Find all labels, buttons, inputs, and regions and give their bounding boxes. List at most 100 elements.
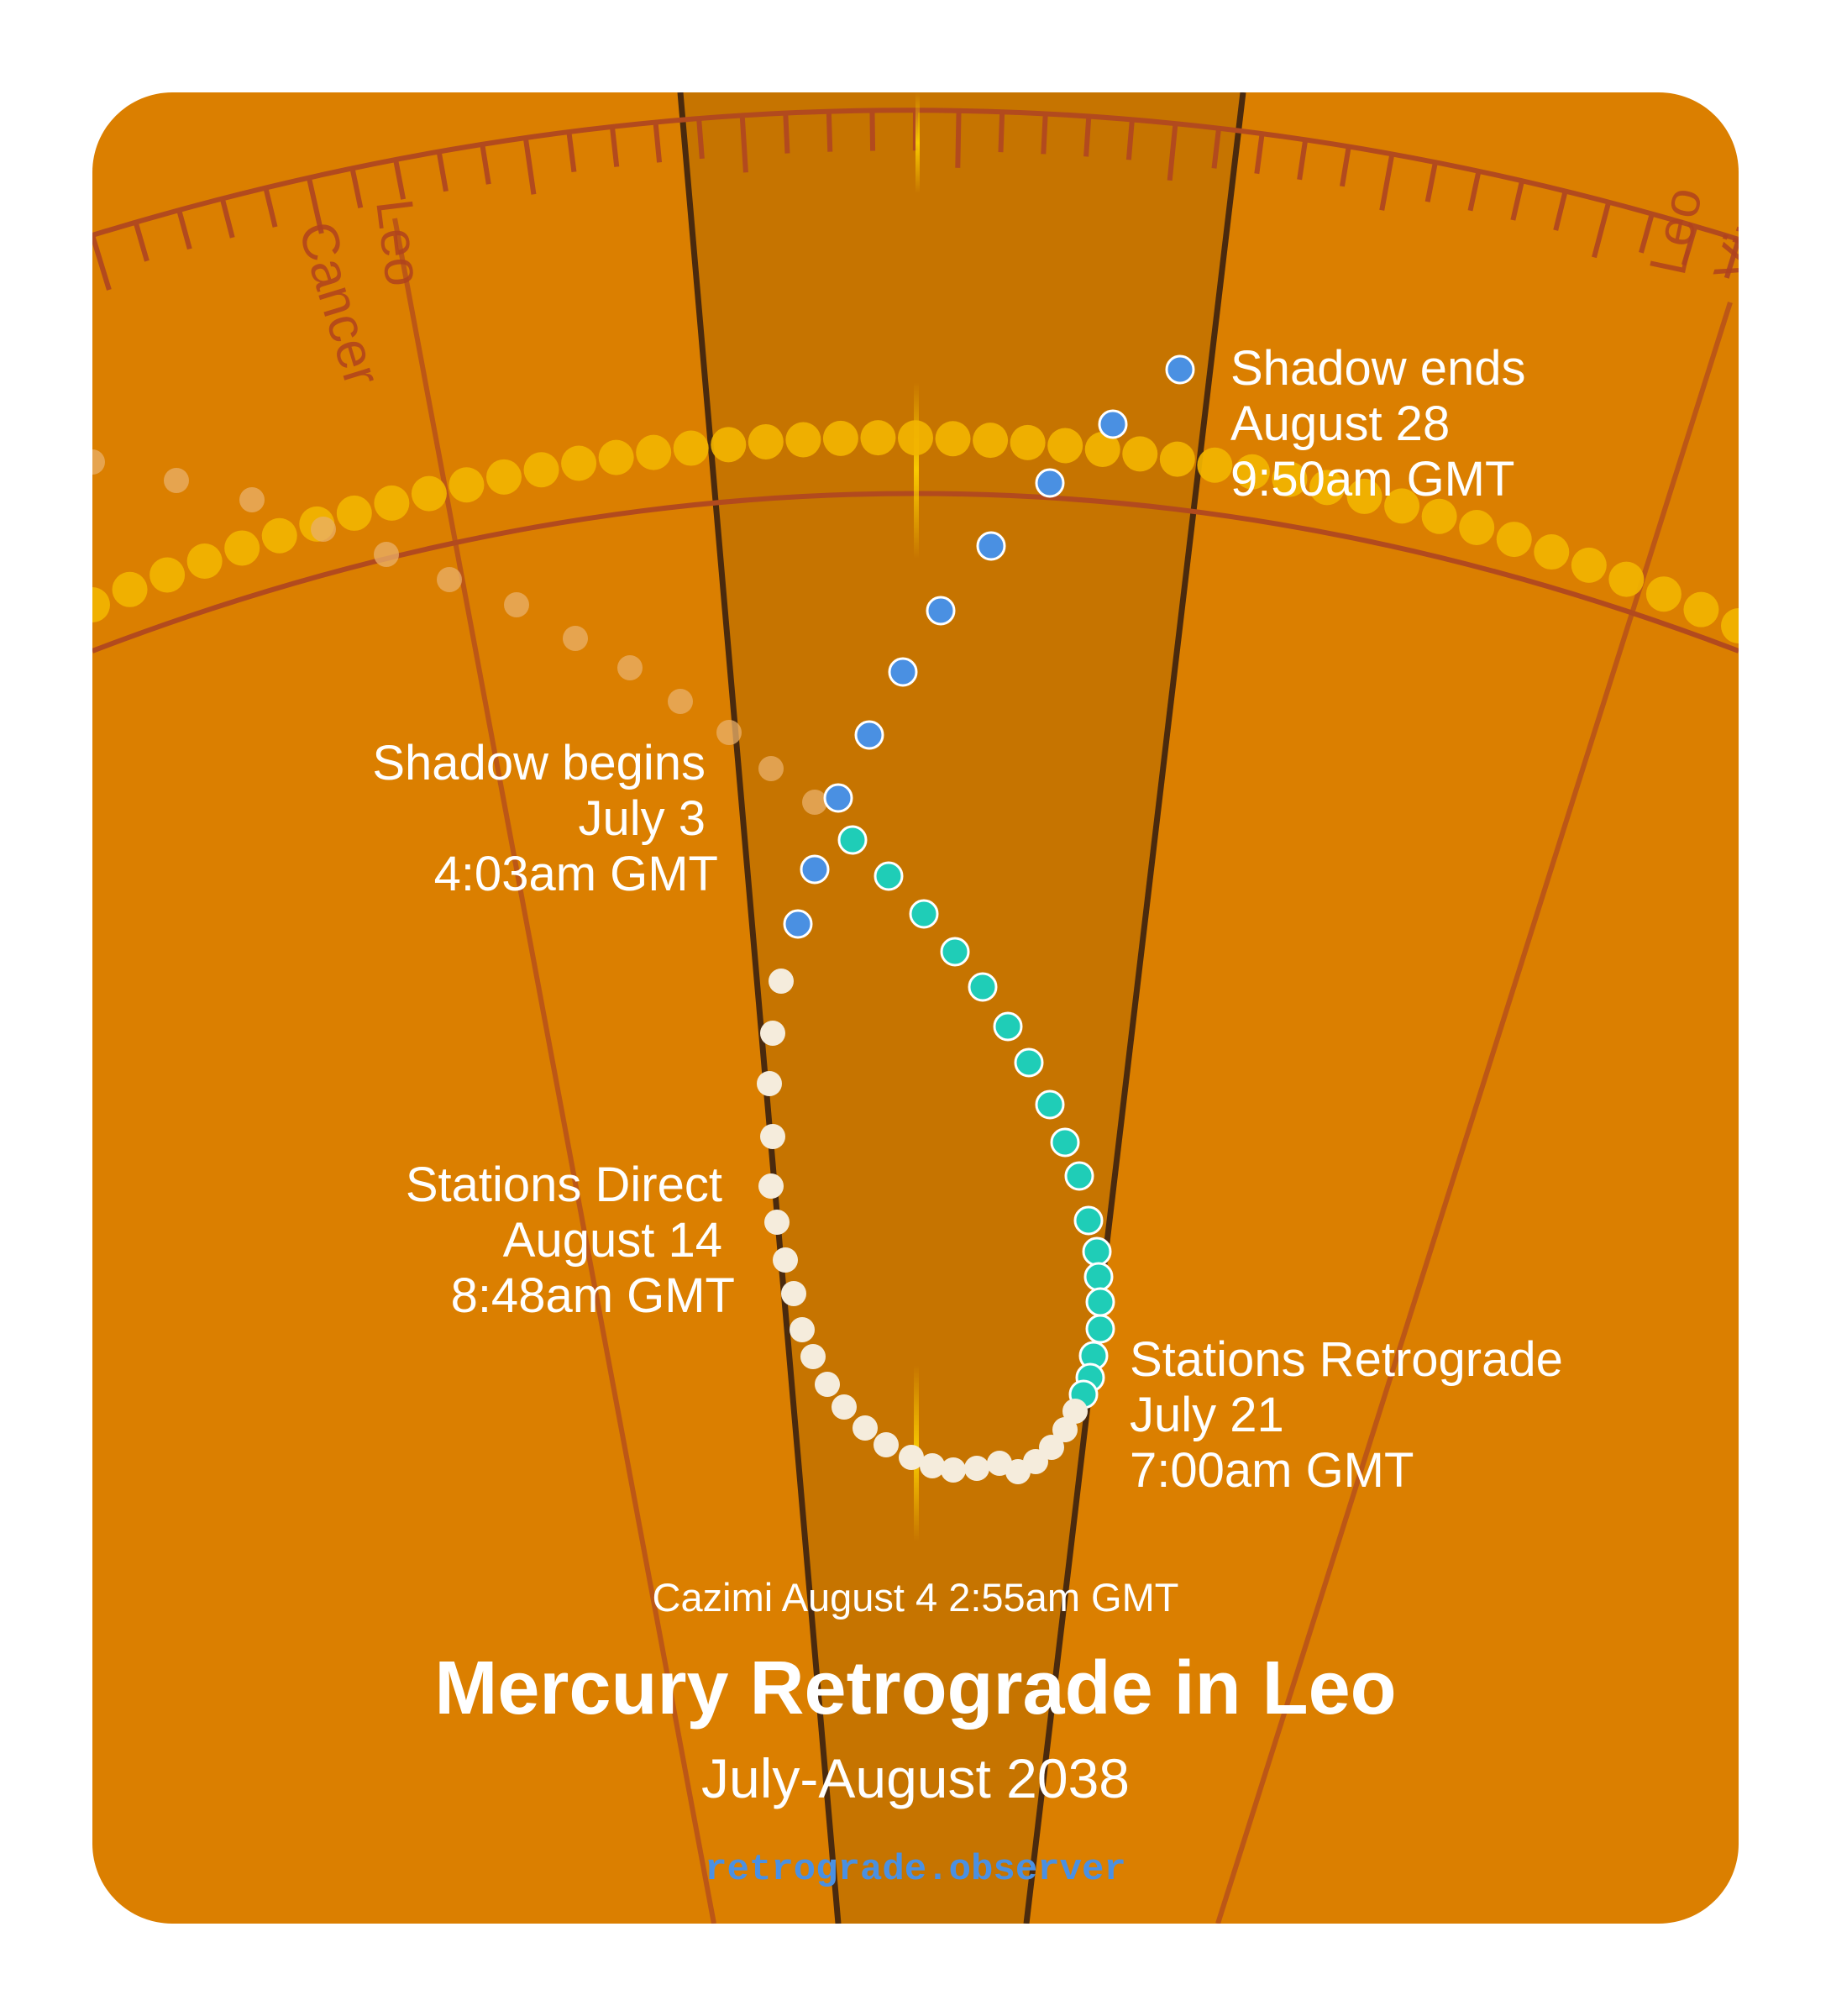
mercury-pre-shadow-dot — [92, 449, 105, 475]
sign-boundary-leo-right — [1215, 302, 1733, 1924]
mercury-station-direct-to-shadow-end-dot — [800, 854, 830, 885]
mercury-retrograde-dot — [964, 1456, 989, 1481]
mercury-retrograde-dot — [758, 1173, 784, 1199]
sun-position-dot — [1534, 534, 1570, 570]
degree-tick — [436, 150, 449, 192]
shadow-begins-title: Shadow begins — [372, 736, 706, 790]
degree-tick — [263, 186, 278, 228]
mercury-shadow-begins-to-station-retrograde-dot — [1064, 1161, 1094, 1191]
sun-marker-top — [916, 92, 920, 193]
sun-position-dot — [150, 557, 186, 593]
mercury-pre-shadow-dot — [563, 626, 588, 651]
shadow-zone-right-boundary — [1023, 92, 1246, 1924]
degree-tick — [1041, 113, 1048, 155]
mercury-retrograde-dot — [1062, 1399, 1088, 1424]
sun-position-dot — [973, 423, 1009, 459]
degree-tick — [1125, 119, 1135, 160]
mercury-retrograde-dot — [987, 1451, 1012, 1476]
stations-direct-time: 8:48am GMT — [451, 1268, 735, 1323]
sun-position-dot — [673, 430, 709, 466]
mercury-path — [92, 354, 1195, 1484]
mercury-retrograde-dot — [760, 1124, 785, 1149]
mercury-station-direct-to-shadow-end-dot — [783, 909, 813, 939]
mercury-shadow-begins-to-station-retrograde-dot — [1085, 1314, 1115, 1344]
stations-retrograde-time: 7:00am GMT — [1130, 1443, 1414, 1498]
degree-tick — [480, 144, 491, 185]
sun-position-dot — [1421, 498, 1457, 534]
degree-tick — [998, 112, 1005, 153]
sun-position-dot — [1084, 432, 1120, 468]
mercury-retrograde-dot — [941, 1457, 966, 1483]
degree-tick — [393, 159, 407, 200]
mercury-pre-shadow-dot — [617, 655, 643, 680]
degree-tick — [783, 113, 790, 154]
mercury-retrograde-dot — [757, 1071, 782, 1096]
mercury-retrograde-dot — [760, 1021, 785, 1046]
stations-direct-title: Stations Direct — [406, 1158, 722, 1212]
sun-position-dot — [112, 571, 148, 607]
sun-position-dot — [1159, 441, 1195, 477]
sun-position-dot — [1010, 424, 1046, 460]
sun-position-dot — [860, 420, 896, 456]
mercury-shadow-begins-to-station-retrograde-dot — [837, 825, 868, 855]
degree-tick — [219, 197, 235, 239]
sun-position-dot — [336, 495, 372, 531]
mercury-retrograde-dot — [920, 1453, 945, 1478]
degree-tick — [1379, 153, 1395, 211]
mercury-shadow-begins-to-station-retrograde-dot — [993, 1011, 1023, 1042]
sun-position-dot — [598, 439, 634, 475]
sun-position-dot — [1645, 576, 1681, 612]
sun-position-dot — [711, 427, 747, 463]
shadow-zone — [680, 92, 1243, 1924]
sun-position-dot — [92, 587, 110, 622]
degree-tick — [739, 115, 748, 173]
mercury-pre-shadow-dot — [716, 720, 742, 745]
degree-tick — [1639, 213, 1655, 254]
degree-tick — [92, 234, 112, 291]
sun-position-dot — [748, 423, 784, 459]
sun-position-dot — [1683, 591, 1719, 627]
mercury-station-direct-to-shadow-end-dot — [1165, 354, 1195, 385]
website-label[interactable]: retrograde.observer — [705, 1849, 1126, 1891]
sign-boundary-leo-left — [392, 218, 716, 1924]
mercury-retrograde-dot — [899, 1445, 924, 1470]
mercury-shadow-begins-to-station-retrograde-dot — [1035, 1089, 1065, 1120]
sun-position-dot — [1496, 522, 1532, 558]
degree-tick — [609, 126, 620, 167]
sun-position-dot — [1721, 608, 1739, 643]
mercury-shadow-begins-to-station-retrograde-dot — [1073, 1205, 1104, 1236]
mercury-retrograde-dot — [874, 1432, 899, 1457]
cazimi-label: Cazimi August 4 2:55am GMT — [653, 1575, 1179, 1620]
mercury-shadow-begins-to-station-retrograde-dot — [940, 937, 970, 967]
degree-tick — [133, 221, 150, 262]
mercury-retrograde-dot — [781, 1281, 806, 1306]
sun-position-dot — [1608, 561, 1645, 597]
mercury-station-direct-to-shadow-end-dot — [976, 531, 1006, 561]
stations-direct-date: August 14 — [503, 1213, 722, 1268]
sun-path — [92, 420, 1739, 643]
degree-tick — [653, 122, 663, 163]
sun-position-dot — [374, 485, 410, 521]
sun-position-dot — [1234, 454, 1270, 490]
sun-position-dot — [1384, 488, 1420, 524]
degree-tick — [306, 176, 324, 234]
mercury-retrograde-dot — [815, 1372, 840, 1397]
sun-position-dot — [411, 475, 447, 512]
degree-tick — [566, 131, 577, 173]
mercury-station-direct-to-shadow-end-dot — [854, 720, 884, 750]
mercury-shadow-begins-to-station-retrograde-dot — [1050, 1127, 1080, 1158]
mercury-retrograde-dot — [769, 969, 794, 994]
degree-tick — [1467, 171, 1482, 212]
mercury-retrograde-dot — [764, 1210, 790, 1235]
sun-position-dot — [1122, 436, 1158, 472]
degree-ticks — [92, 110, 1739, 291]
mercury-pre-shadow-dot — [311, 517, 336, 542]
degree-tick — [522, 137, 537, 195]
sun-position-dot — [785, 422, 821, 458]
mercury-pre-shadow-dot — [164, 468, 189, 493]
event-labels: Shadow begins July 3 4:03am GMT Stations… — [372, 341, 1563, 1498]
degree-tick — [1167, 123, 1178, 181]
degree-tick — [176, 209, 192, 250]
sun-position-dot — [224, 530, 260, 566]
mercury-pre-shadow-dot — [758, 756, 784, 781]
